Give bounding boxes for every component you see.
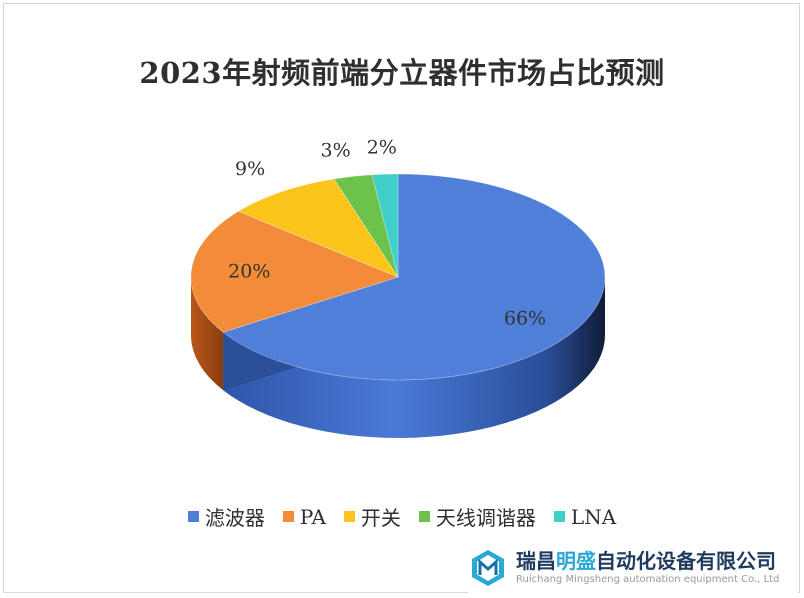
data-label-pa: 20% <box>228 260 270 282</box>
legend-item-lna: LNA <box>553 504 617 529</box>
data-label-滤波器: 66% <box>504 308 546 330</box>
legend-swatch <box>553 511 565 522</box>
pie-side-pa <box>191 277 224 391</box>
pie-side-滤波器 <box>223 277 605 438</box>
data-label-lna: 2% <box>367 137 397 159</box>
chart-title: 2023年射频前端分立器件市场占比预测 <box>139 56 665 90</box>
legend-swatch <box>418 511 430 522</box>
company-watermark: 瑞昌明盛自动化设备有限公司 Ruichang Mingsheng automat… <box>468 542 798 594</box>
chart-legend: 滤波器 PA 开关 天线调谐器 LNA <box>0 502 804 531</box>
pie-slice-天线调谐器 <box>333 174 399 278</box>
legend-item-pa: PA <box>282 504 326 529</box>
company-name-english: Ruichang Mingsheng automation equipment … <box>516 574 780 585</box>
legend-item-开关: 开关 <box>343 502 401 531</box>
legend-label: 滤波器 <box>204 506 265 530</box>
legend-swatch <box>343 511 355 522</box>
pie-slice-lna <box>371 173 399 278</box>
data-label-开关: 9% <box>235 158 265 180</box>
legend-label: PA <box>299 504 326 529</box>
company-logo-icon <box>472 550 504 586</box>
pie-slice-开关 <box>237 178 400 278</box>
legend-item-天线调谐器: 天线调谐器 <box>418 502 536 531</box>
legend-item-滤波器: 滤波器 <box>187 502 265 531</box>
legend-swatch <box>282 511 294 522</box>
data-label-天线调谐器: 3% <box>321 139 351 161</box>
legend-label: 开关 <box>360 506 401 530</box>
legend-label: LNA <box>570 504 617 529</box>
legend-swatch <box>187 511 199 522</box>
legend-label: 天线调谐器 <box>435 506 536 530</box>
pie-slice-pa <box>190 210 400 333</box>
pie-slice-滤波器 <box>222 173 606 381</box>
company-name: 瑞昌明盛自动化设备有限公司 <box>516 549 776 573</box>
